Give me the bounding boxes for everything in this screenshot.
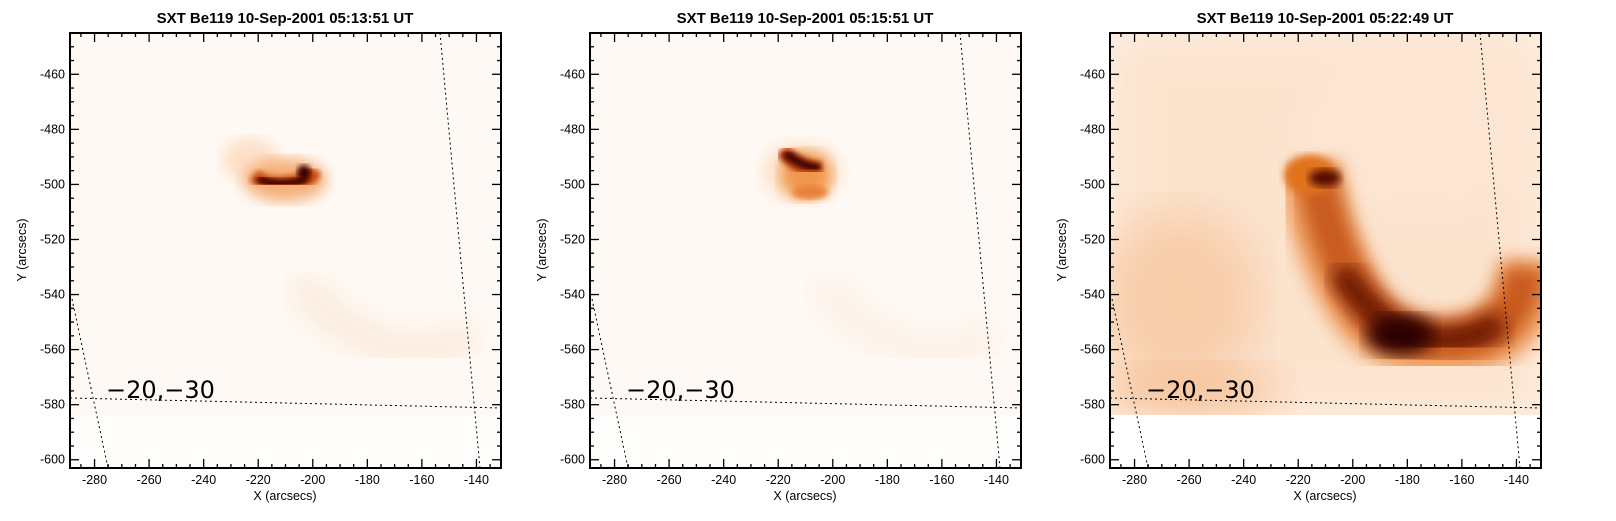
x-axis-ticks: -280 -260 -240 -220 -200 -180 -160 -140 bbox=[1120, 33, 1531, 487]
x-tick-label: -200 bbox=[820, 473, 845, 487]
x-tick-label: -200 bbox=[300, 473, 325, 487]
y-tick-label: -520 bbox=[560, 232, 585, 246]
grid-label: −20,−30 bbox=[106, 376, 215, 404]
panel-3-svg: SXT Be119 10-Sep-2001 05:22:49 UT −20,−3… bbox=[1055, 10, 1542, 503]
x-tick-label: -280 bbox=[1122, 473, 1147, 487]
x-tick-label: -180 bbox=[875, 473, 900, 487]
solar-image bbox=[1110, 33, 1541, 468]
grid-label: −20,−30 bbox=[1146, 376, 1255, 404]
y-axis-ticks: -460 -480 -500 -520 -540 -560 -580 -600 bbox=[1080, 32, 1541, 467]
x-tick-label: -180 bbox=[355, 473, 380, 487]
y-tick-label: -460 bbox=[1080, 67, 1105, 81]
panel-2-svg: SXT Be119 10-Sep-2001 05:15:51 UT −20,−3… bbox=[535, 10, 1022, 503]
grid-label: −20,−30 bbox=[626, 376, 735, 404]
y-tick-label: -460 bbox=[40, 67, 65, 81]
y-tick-label: -580 bbox=[1080, 398, 1105, 412]
panel-title: SXT Be119 10-Sep-2001 05:22:49 UT bbox=[1197, 10, 1454, 27]
solar-image bbox=[70, 33, 501, 468]
x-axis-label: X (arcsecs) bbox=[253, 489, 316, 503]
y-tick-label: -560 bbox=[1080, 343, 1105, 357]
x-tick-label: -180 bbox=[1395, 473, 1420, 487]
x-axis-ticks: -280 -260 -240 -220 -200 -180 -160 -140 bbox=[80, 33, 491, 487]
y-tick-label: -500 bbox=[560, 177, 585, 191]
x-tick-label: -220 bbox=[766, 473, 791, 487]
x-axis-label: X (arcsecs) bbox=[1293, 489, 1356, 503]
y-tick-label: -560 bbox=[40, 343, 65, 357]
y-axis-label: Y (arcsecs) bbox=[15, 219, 29, 282]
y-axis-ticks: -460 -480 -500 -520 -540 -560 -580 -600 bbox=[560, 32, 1021, 467]
x-tick-label: -220 bbox=[246, 473, 271, 487]
x-tick-label: -160 bbox=[409, 473, 434, 487]
y-tick-label: -540 bbox=[1080, 288, 1105, 302]
x-tick-label: -220 bbox=[1286, 473, 1311, 487]
y-axis-label: Y (arcsecs) bbox=[1055, 219, 1069, 282]
x-axis-ticks: -280 -260 -240 -220 -200 -180 -160 -140 bbox=[600, 33, 1011, 487]
y-tick-label: -540 bbox=[40, 288, 65, 302]
x-tick-label: -160 bbox=[1449, 473, 1474, 487]
y-tick-label: -500 bbox=[40, 177, 65, 191]
y-axis-label: Y (arcsecs) bbox=[535, 219, 549, 282]
x-tick-label: -260 bbox=[657, 473, 682, 487]
panel-1-svg: SXT Be119 10-Sep-2001 05:13:51 UT −20,−3… bbox=[15, 10, 502, 503]
y-tick-label: -460 bbox=[560, 67, 585, 81]
x-tick-label: -160 bbox=[929, 473, 954, 487]
x-tick-label: -260 bbox=[1177, 473, 1202, 487]
y-tick-label: -600 bbox=[560, 453, 585, 467]
panel-2: SXT Be119 10-Sep-2001 05:15:51 UT −20,−3… bbox=[520, 0, 1040, 521]
y-tick-label: -540 bbox=[560, 288, 585, 302]
y-tick-label: -580 bbox=[560, 398, 585, 412]
y-tick-label: -520 bbox=[1080, 232, 1105, 246]
x-axis-label: X (arcsecs) bbox=[773, 489, 836, 503]
y-tick-label: -560 bbox=[560, 343, 585, 357]
y-tick-label: -480 bbox=[40, 122, 65, 136]
x-tick-label: -280 bbox=[602, 473, 627, 487]
panel-title: SXT Be119 10-Sep-2001 05:15:51 UT bbox=[677, 10, 934, 27]
x-tick-label: -260 bbox=[137, 473, 162, 487]
x-tick-label: -240 bbox=[711, 473, 736, 487]
panel-1: SXT Be119 10-Sep-2001 05:13:51 UT −20,−3… bbox=[0, 0, 520, 521]
y-tick-label: -480 bbox=[1080, 122, 1105, 136]
x-tick-label: -200 bbox=[1340, 473, 1365, 487]
x-tick-label: -280 bbox=[82, 473, 107, 487]
y-tick-label: -600 bbox=[40, 453, 65, 467]
x-tick-label: -140 bbox=[464, 473, 489, 487]
x-tick-label: -140 bbox=[1504, 473, 1529, 487]
y-axis-ticks: -460 -480 -500 -520 -540 -560 -580 -600 bbox=[40, 32, 501, 467]
x-tick-label: -240 bbox=[191, 473, 216, 487]
panel-title: SXT Be119 10-Sep-2001 05:13:51 UT bbox=[157, 10, 414, 27]
y-tick-label: -580 bbox=[40, 398, 65, 412]
x-tick-label: -240 bbox=[1231, 473, 1256, 487]
y-tick-label: -500 bbox=[1080, 177, 1105, 191]
solar-image bbox=[590, 33, 1021, 468]
y-tick-label: -520 bbox=[40, 232, 65, 246]
x-tick-label: -140 bbox=[984, 473, 1009, 487]
y-tick-label: -600 bbox=[1080, 453, 1105, 467]
panel-3: SXT Be119 10-Sep-2001 05:22:49 UT −20,−3… bbox=[1040, 0, 1560, 521]
y-tick-label: -480 bbox=[560, 122, 585, 136]
